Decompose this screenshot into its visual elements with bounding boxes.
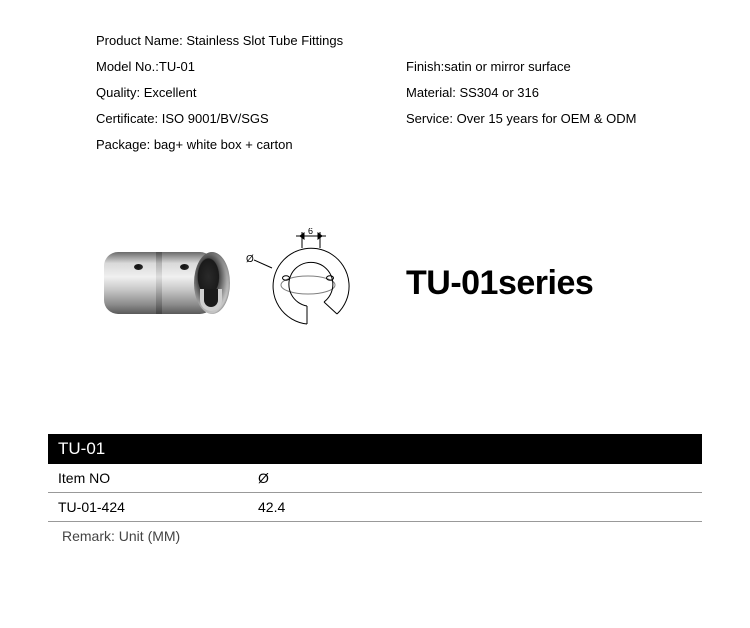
spec-row: Model No.:TU-01 <box>96 54 406 80</box>
table-col-header: Ø <box>258 470 458 486</box>
photo-slot <box>200 289 222 311</box>
spec-row: Finish:satin or mirror surface <box>406 54 636 80</box>
spec-value: TU-01 <box>159 59 195 74</box>
spec-row: Certificate: ISO 9001/BV/SGS <box>96 106 406 132</box>
spec-value: Stainless Slot Tube Fittings <box>186 33 343 48</box>
diameter-symbol: Ø <box>246 254 254 265</box>
spec-label: Product Name: <box>96 33 186 48</box>
series-title: TU-01series <box>406 264 593 303</box>
table-cell: 42.4 <box>258 499 458 515</box>
spec-row: Material: SS304 or 316 <box>406 80 636 106</box>
photo-groove <box>156 252 162 314</box>
spec-row: Product Name: Stainless Slot Tube Fittin… <box>96 28 406 54</box>
spec-column-right: Finish:satin or mirror surface Material:… <box>406 28 636 158</box>
spec-row: Package: bag+ white box + carton <box>96 132 406 158</box>
table-row: TU-01-424 42.4 <box>48 493 702 522</box>
spec-label: Package: <box>96 137 154 152</box>
spec-row: Quality: Excellent <box>96 80 406 106</box>
table-title: TU-01 <box>48 434 702 464</box>
spec-label: Service: <box>406 111 457 126</box>
spec-label: Finish: <box>406 59 444 74</box>
spec-block: Product Name: Stainless Slot Tube Fittin… <box>0 0 750 158</box>
spec-label: Material: <box>406 85 459 100</box>
spec-row: Service: Over 15 years for OEM & ODM <box>406 106 636 132</box>
spec-value: bag+ white box + carton <box>154 137 293 152</box>
photo-hole <box>134 264 143 270</box>
product-photo <box>96 234 236 332</box>
spec-value: Over 15 years for OEM & ODM <box>457 111 637 126</box>
spec-label: Quality: <box>96 85 144 100</box>
product-visual-row: 6 Ø TU-01series <box>0 228 750 338</box>
table-cell: TU-01-424 <box>58 499 258 515</box>
spec-column-left: Product Name: Stainless Slot Tube Fittin… <box>96 28 406 158</box>
spec-value: Excellent <box>144 85 197 100</box>
table-header-row: Item NO Ø <box>48 464 702 493</box>
spec-value: satin or mirror surface <box>444 59 570 74</box>
spec-value: SS304 or 316 <box>459 85 539 100</box>
spec-label: Certificate: <box>96 111 162 126</box>
dim-label: 6 <box>308 228 313 236</box>
spec-label: Model No.: <box>96 59 159 74</box>
table-col-header: Item NO <box>58 470 258 486</box>
table-remark: Remark: Unit (MM) <box>48 522 702 550</box>
technical-diagram: 6 Ø <box>242 228 372 338</box>
photo-hole <box>180 264 189 270</box>
spec-value: ISO 9001/BV/SGS <box>162 111 269 126</box>
spec-table: TU-01 Item NO Ø TU-01-424 42.4 Remark: U… <box>0 434 750 550</box>
